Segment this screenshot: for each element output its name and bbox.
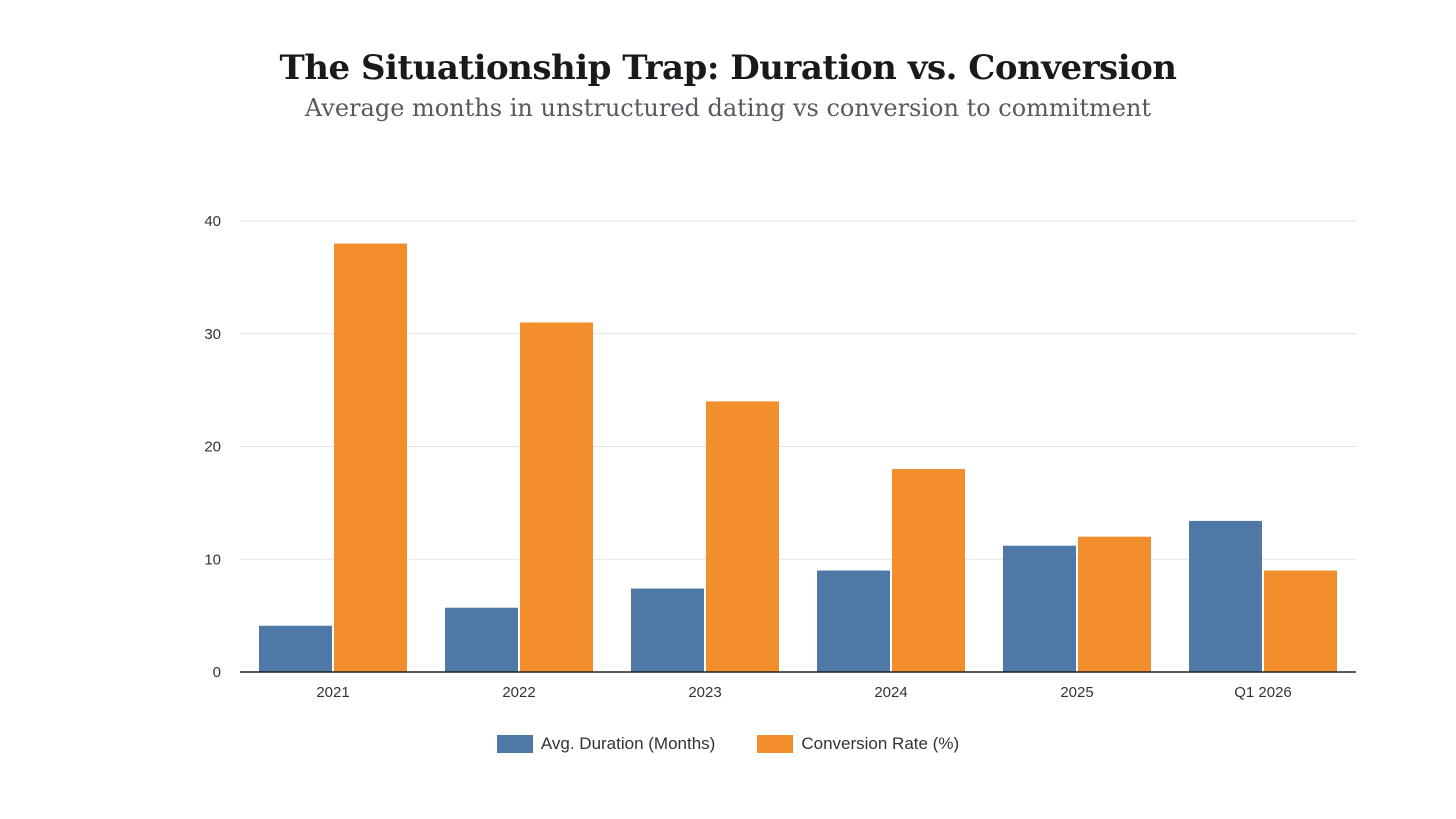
legend-item-duration: Avg. Duration (Months)	[496, 734, 716, 754]
bar-conversion-2025	[1078, 536, 1151, 672]
x-tick-label: 2024	[874, 684, 907, 701]
bar-duration-2022	[445, 607, 518, 672]
bar-duration-2024	[817, 570, 890, 672]
gridlines	[240, 220, 1356, 560]
x-tick-label: 2022	[502, 684, 535, 701]
bar-duration-2023	[631, 588, 704, 672]
y-tick-label: 10	[204, 551, 221, 568]
legend-label-conversion: Conversion Rate (%)	[801, 734, 960, 753]
x-axis-ticks: 2021 2022 2023 2024 2025 Q1 2026	[316, 684, 1291, 701]
bar-conversion-2021	[334, 243, 407, 673]
chart-title: The Situationship Trap: Duration vs. Con…	[279, 48, 1177, 88]
bars	[259, 243, 1337, 673]
legend-label-duration: Avg. Duration (Months)	[540, 734, 716, 753]
bar-conversion-2023	[706, 401, 779, 672]
x-tick-label: 2025	[1060, 684, 1093, 701]
x-tick-label: Q1 2026	[1234, 684, 1292, 701]
bar-conversion-q1-2026	[1264, 570, 1337, 672]
bar-conversion-2024	[892, 469, 965, 672]
bar-duration-2025	[1003, 545, 1076, 672]
legend-swatch-duration	[496, 735, 533, 753]
y-tick-label: 0	[213, 664, 221, 681]
x-tick-label: 2021	[316, 684, 349, 701]
y-tick-label: 20	[204, 439, 221, 456]
bar-duration-2021	[259, 625, 332, 672]
legend: Avg. Duration (Months) Conversion Rate (…	[0, 734, 1456, 754]
legend-swatch-conversion	[757, 735, 794, 753]
y-tick-label: 30	[204, 326, 221, 343]
bar-duration-q1-2026	[1189, 520, 1262, 672]
chart-subtitle: Average months in unstructured dating vs…	[304, 94, 1152, 122]
y-tick-label: 40	[204, 213, 221, 230]
y-axis-ticks: 0 10 20 30 40	[204, 213, 221, 681]
x-tick-label: 2023	[688, 684, 721, 701]
bar-conversion-2022	[520, 322, 593, 672]
legend-item-conversion: Conversion Rate (%)	[757, 734, 959, 754]
